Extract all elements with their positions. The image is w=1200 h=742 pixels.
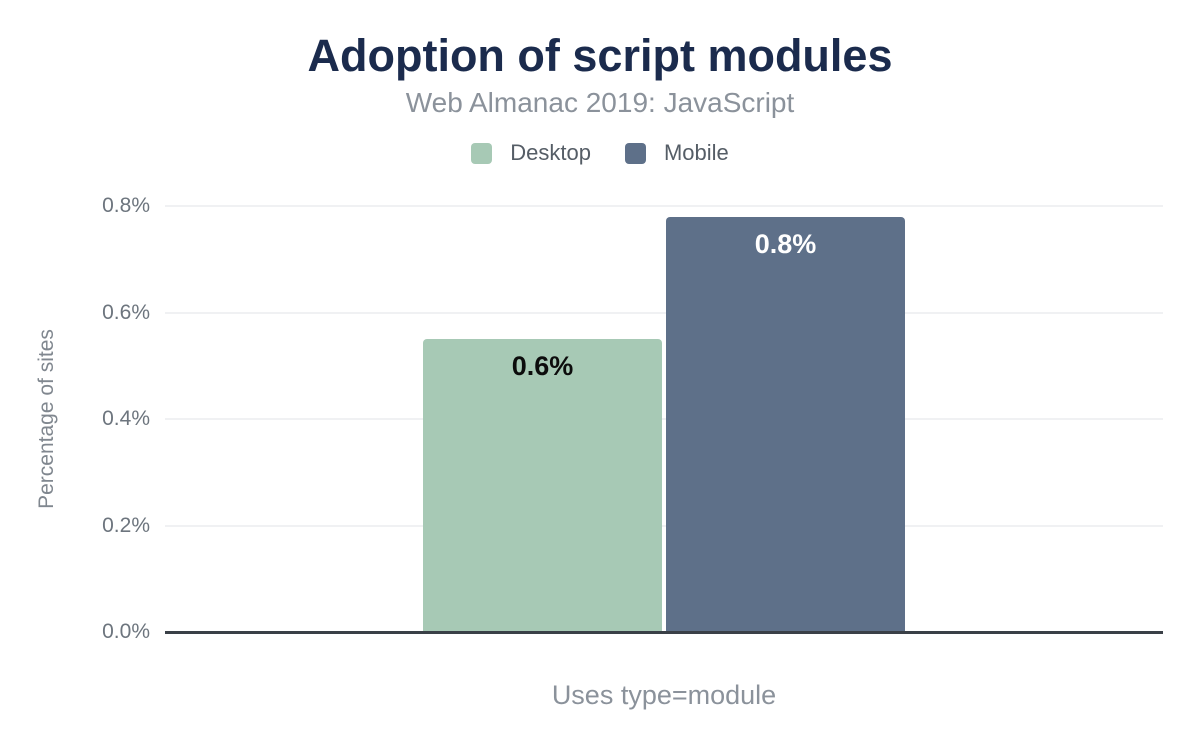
legend-swatch-desktop [471,142,493,164]
legend-label: Desktop [510,140,591,165]
gridline [165,524,1163,527]
bar-mobile: 0.8% [666,216,905,632]
legend: Desktop Mobile [0,140,1200,166]
gridline [165,418,1163,420]
chart-title: Adoption of script modules [307,30,893,81]
gridline [165,205,1163,207]
bar-value-label: 0.6% [511,351,574,382]
y-tick-label: 0.6% [102,300,150,324]
x-axis-line [165,631,1163,634]
y-tick-label: 0.0% [102,620,150,643]
x-axis-label: Uses type=module [551,680,777,710]
y-tick-label: 0.2% [102,513,150,537]
y-tick-label: 0.8% [102,194,150,217]
gridline [165,311,1163,314]
chart-subtitle: Web Almanac 2019: JavaScript [405,87,795,118]
legend-label: Mobile [663,140,729,165]
y-tick-label: 0.4% [102,407,150,430]
legend-item-desktop: Desktop [471,140,591,166]
bar-desktop: 0.6% [423,339,662,632]
bar-value-label: 0.8% [754,228,817,259]
legend-swatch-mobile [624,142,646,164]
legend-item-mobile: Mobile [624,140,729,166]
